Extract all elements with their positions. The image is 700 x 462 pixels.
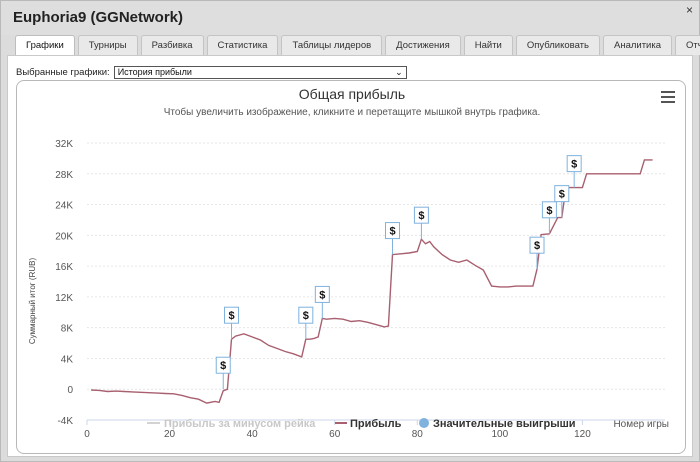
tab-reports[interactable]: Отчёты [675,35,700,55]
tab-bar: Графики Турниры Разбивка Статистика Табл… [15,35,700,55]
y-tick-label: 4K [61,354,74,365]
x-tick-label: 120 [574,429,591,440]
window-title: Euphoria9 (GGNetwork) [13,9,184,26]
chart-svg[interactable]: Общая прибыль Чтобы увеличить изображени… [17,81,686,454]
big-win-box [314,285,330,303]
legend-label-big-wins: Значительные выигрыши [433,418,576,430]
big-win-box [224,306,239,324]
tab-leaderboards[interactable]: Таблицы лидеров [281,35,383,55]
big-win-label: $ [228,310,234,322]
big-win-box [541,201,557,219]
grid-lines [87,142,665,421]
tab-search[interactable]: Найти [463,35,513,55]
y-tick-label: 28K [55,170,73,181]
legend-label-profit: Прибыль [350,418,402,430]
y-tick-label: 0 [67,385,73,396]
tab-publish[interactable]: Опубликовать [515,35,600,55]
close-icon[interactable]: × [685,3,693,17]
x-tick-label: 60 [329,429,341,440]
legend-symbol-big-wins [419,418,429,428]
profit-chart[interactable]: Общая прибыль Чтобы увеличить изображени… [16,80,686,454]
y-tick-label: 20K [55,231,73,242]
graphs-panel: Выбранные графики: История прибыли ⌄ Общ… [7,55,693,457]
tab-breakdown[interactable]: Разбивка [140,35,204,55]
x-axis-ticks: 0 20 40 60 80 100 120 [84,419,665,440]
x-tick-label: 20 [164,429,176,440]
chart-legend: Прибыль за минусом рейка Прибыль Значитель… [147,418,576,430]
tab-analytics[interactable]: Аналитика [602,35,673,55]
y-tick-label: 12K [55,293,73,304]
x-tick-label: 100 [492,429,509,440]
tab-achievements[interactable]: Достижения [385,35,461,55]
chart-subtitle: Чтобы увеличить изображение, кликните и … [164,106,541,118]
tab-tournaments[interactable]: Турниры [77,35,138,55]
graph-select-value: История прибыли [117,67,192,77]
chevron-down-icon: ⌄ [395,67,403,77]
big-win-label: $ [319,289,325,301]
y-axis-label: Суммарный итог (RUB) [28,258,37,345]
profit-line [91,159,653,404]
y-axis-ticks: 32K 28K 24K 20K 16K 12K 8K 4K 0 -4K [55,139,73,427]
big-win-label: $ [546,205,552,217]
y-tick-label: 24K [55,201,73,212]
big-win-label: $ [389,226,395,238]
big-win-label: $ [418,210,424,222]
x-tick-label: 40 [247,429,259,440]
big-win-label: $ [220,360,226,372]
x-axis-label: Номер игры [613,419,669,430]
big-win-label: $ [303,310,309,322]
graph-selector: Выбранные графики: История прибыли ⌄ [16,66,407,79]
big-win-box [385,222,401,240]
big-win-box [566,155,582,173]
hamburger-menu-icon[interactable] [661,91,675,103]
x-tick-label: 80 [412,429,424,440]
tab-graphs[interactable]: Графики [15,35,75,55]
big-win-markers: $ $ $ $ $ $ $ $ $ $ [215,155,582,390]
big-win-label: $ [559,189,565,201]
y-tick-label: 32K [55,139,73,150]
big-win-box [215,356,231,374]
y-tick-label: 16K [55,262,73,273]
x-tick-label: 0 [84,429,90,440]
big-win-box [554,185,570,203]
legend-label-profit-no-rake: Прибыль за минусом рейка [164,418,316,430]
big-win-box [529,236,545,254]
y-tick-label: 8K [61,324,74,335]
title-bar: Euphoria9 (GGNetwork) × [1,1,699,35]
big-win-box [413,206,429,224]
big-win-label: $ [534,240,540,252]
big-win-box [298,306,314,324]
tab-statistics[interactable]: Статистика [206,35,279,55]
chart-title: Общая прибыль [299,86,405,102]
graph-select-dropdown[interactable]: История прибыли ⌄ [113,66,407,79]
series-lines [91,159,653,404]
big-win-label: $ [571,159,577,171]
graph-selector-label: Выбранные графики: [16,67,110,78]
y-tick-label: -4K [57,416,73,427]
